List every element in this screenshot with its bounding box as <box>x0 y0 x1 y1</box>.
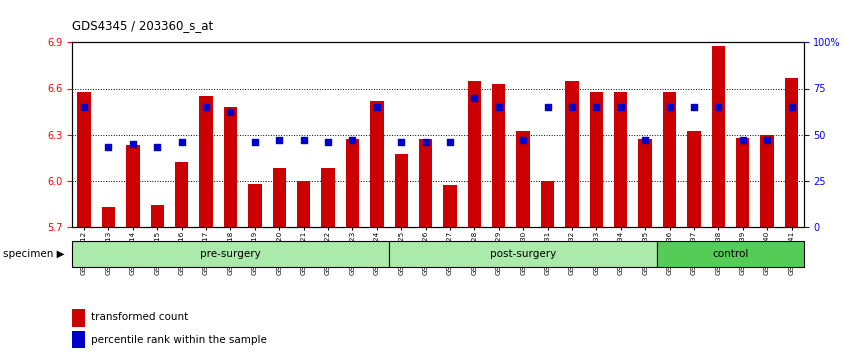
Point <box>175 139 189 145</box>
Point <box>370 104 383 110</box>
Bar <box>175 162 189 227</box>
Bar <box>541 181 554 227</box>
Bar <box>370 101 383 227</box>
Point <box>346 137 360 143</box>
Point <box>151 144 164 150</box>
Bar <box>200 96 213 227</box>
Point <box>468 95 481 101</box>
Point <box>516 137 530 143</box>
Bar <box>761 135 774 227</box>
Point <box>126 141 140 147</box>
Bar <box>394 154 408 227</box>
Bar <box>72 331 85 348</box>
Bar <box>492 84 506 227</box>
Point <box>443 139 457 145</box>
Point <box>785 104 799 110</box>
Bar <box>565 81 579 227</box>
Point <box>272 137 286 143</box>
Point <box>223 110 237 115</box>
Point <box>200 104 213 110</box>
Bar <box>346 139 360 227</box>
Bar <box>102 207 115 227</box>
Point <box>687 104 700 110</box>
Bar <box>711 46 725 227</box>
Bar <box>419 139 432 227</box>
Point <box>77 104 91 110</box>
Point <box>419 139 432 145</box>
Bar <box>443 185 457 227</box>
Point <box>248 139 261 145</box>
Bar <box>72 241 389 267</box>
Bar <box>248 184 261 227</box>
Bar <box>272 168 286 227</box>
Bar <box>662 92 676 227</box>
Point <box>590 104 603 110</box>
Bar <box>639 139 652 227</box>
Point <box>102 144 115 150</box>
Bar <box>126 145 140 227</box>
Text: percentile rank within the sample: percentile rank within the sample <box>91 335 267 346</box>
Text: GDS4345 / 203360_s_at: GDS4345 / 203360_s_at <box>72 19 213 32</box>
Point <box>492 104 506 110</box>
Point <box>736 137 750 143</box>
Bar <box>785 78 799 227</box>
Text: specimen ▶: specimen ▶ <box>3 249 64 259</box>
Point <box>614 104 628 110</box>
Text: control: control <box>712 249 749 259</box>
Bar <box>736 138 750 227</box>
Point <box>639 137 652 143</box>
Text: transformed count: transformed count <box>91 312 189 322</box>
Bar <box>77 92 91 227</box>
Bar <box>657 241 804 267</box>
Point <box>297 137 310 143</box>
Point <box>662 104 676 110</box>
Point <box>565 104 579 110</box>
Point <box>761 137 774 143</box>
Text: pre-surgery: pre-surgery <box>201 249 261 259</box>
Point <box>321 139 335 145</box>
Point <box>394 139 408 145</box>
Bar <box>389 241 657 267</box>
Point <box>541 104 554 110</box>
Bar <box>516 131 530 227</box>
Bar <box>223 107 237 227</box>
Bar <box>321 168 335 227</box>
Point <box>711 104 725 110</box>
Text: post-surgery: post-surgery <box>490 249 557 259</box>
Bar <box>614 92 628 227</box>
Bar <box>590 92 603 227</box>
Bar <box>297 181 310 227</box>
Bar <box>687 131 700 227</box>
Bar <box>72 309 85 326</box>
Bar <box>468 81 481 227</box>
Bar <box>151 205 164 227</box>
